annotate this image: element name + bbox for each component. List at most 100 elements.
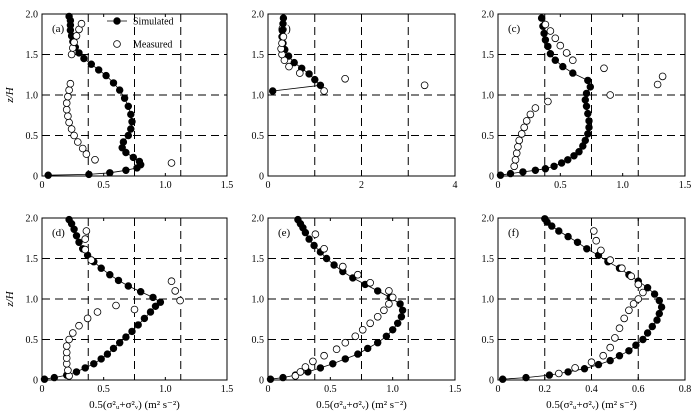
x-tick-label: 0.2 xyxy=(539,384,552,395)
measured-point xyxy=(309,357,317,366)
simulated-point xyxy=(548,222,556,230)
x-axis-label: 0.5(σ²ᵤ+σ²ᵥ) (m² s⁻²) xyxy=(316,399,407,411)
measured-point xyxy=(618,264,626,273)
simulated-point xyxy=(519,168,527,176)
y-tick-label: 1.0 xyxy=(26,91,39,102)
x-tick-label: 0 xyxy=(266,384,271,395)
simulated-point xyxy=(122,166,130,175)
measured-point xyxy=(639,288,647,297)
measured-point xyxy=(625,306,633,315)
x-tick-label: 1.5 xyxy=(221,384,234,395)
y-tick-label: 1.5 xyxy=(482,50,495,61)
simulated-point xyxy=(290,58,298,67)
simulated-point xyxy=(128,327,136,336)
measured-point xyxy=(62,105,71,114)
measured-point xyxy=(634,280,643,289)
measured-point xyxy=(65,118,73,127)
panel-d: 0 0.5 1.0 1.5 0 0.5 1.0 1.5 2.0 (d) z/H 0.5(σ²ᵤ+σ²ᵥ… xyxy=(4,214,233,412)
simulated-point xyxy=(97,264,105,272)
measured-point xyxy=(301,363,310,371)
measured-point xyxy=(571,364,579,372)
measured-point xyxy=(67,125,76,133)
simulated-point xyxy=(584,76,592,85)
simulated-point xyxy=(50,373,58,382)
y-axis-label: z/H xyxy=(4,290,16,307)
measured-point xyxy=(77,19,86,28)
y-tick-label: 1.0 xyxy=(252,295,265,306)
y-tick-label: 2.0 xyxy=(252,214,265,225)
measured-point xyxy=(167,159,176,167)
simulated-point xyxy=(269,87,277,95)
simulated-point xyxy=(389,326,397,334)
x-tick-label: 1.5 xyxy=(449,384,462,395)
simulated-point xyxy=(648,322,656,331)
x-axis-label: 0.5(σ²ᵤ+σ²ᵥ) (m² s⁻²) xyxy=(546,399,637,411)
measured-point xyxy=(62,342,71,350)
measured-point xyxy=(592,236,600,245)
x-tick-label: 1.0 xyxy=(159,384,172,395)
y-tick-label: 2.0 xyxy=(482,10,495,21)
simulated-point xyxy=(341,355,349,363)
x-tick-label: 0 xyxy=(40,180,45,191)
y-tick-label: 0.5 xyxy=(252,335,265,346)
measured-point xyxy=(554,369,563,378)
simulated-point xyxy=(329,360,337,368)
measured-point xyxy=(385,300,393,308)
measured-point xyxy=(70,131,78,140)
y-tick-label: 0 xyxy=(33,172,38,183)
measured-point xyxy=(514,143,522,151)
simulated-point xyxy=(115,86,124,94)
simulated-point xyxy=(606,356,614,365)
measured-point xyxy=(511,156,520,164)
simulated-point xyxy=(643,329,652,337)
simulated-point xyxy=(531,166,540,175)
simulated-point xyxy=(72,368,81,376)
simulated-point xyxy=(581,136,589,145)
measured-point xyxy=(72,32,81,40)
legend: Simulated Measured xyxy=(107,17,174,51)
simulated-point xyxy=(75,238,83,247)
measured-point xyxy=(311,230,320,239)
x-tick-label: 0.5 xyxy=(97,384,110,395)
simulated-point xyxy=(496,171,505,179)
measured-point xyxy=(320,87,328,95)
measured-point xyxy=(82,227,91,235)
measured-point xyxy=(420,81,429,90)
simulated-point xyxy=(122,333,130,341)
simulated-point xyxy=(266,375,275,383)
measured-point xyxy=(388,293,397,302)
simulated-point xyxy=(643,284,652,292)
y-tick-label: 1.5 xyxy=(252,254,265,265)
measured-point xyxy=(67,50,76,59)
simulated-point xyxy=(294,215,302,224)
y-tick-label: 0.5 xyxy=(26,335,39,346)
y-tick-label: 1.0 xyxy=(26,295,39,306)
legend-measured-label: Measured xyxy=(133,40,172,51)
simulated-point xyxy=(72,232,81,240)
panel-c: 0 0.5 1.0 1.5 0 0.5 1.0 1.5 2.0 (c) xyxy=(482,10,692,192)
measured-point xyxy=(291,372,300,380)
simulated-point xyxy=(124,102,133,111)
simulated-point xyxy=(114,276,123,285)
simulated-point xyxy=(394,319,402,327)
y-tick-label: 0.5 xyxy=(482,131,495,142)
measured-point xyxy=(510,162,519,171)
measured-point xyxy=(64,366,72,375)
simulated-point xyxy=(94,66,103,74)
measured-point xyxy=(531,104,540,112)
simulated-point xyxy=(506,169,515,178)
measured-point xyxy=(66,79,75,88)
simulated-point xyxy=(657,303,666,311)
measured-point xyxy=(69,329,77,337)
simulated-point xyxy=(582,89,591,98)
measured-point xyxy=(87,256,96,264)
simulated-point xyxy=(87,60,96,68)
measured-point xyxy=(366,278,375,287)
measured-point xyxy=(599,351,607,360)
panel-e: 0 0.5 1.0 1.5 0 0.5 1.0 1.5 2.0 (e) 0.5(σ²ᵤ+σ²ᵥ) (… xyxy=(252,214,462,412)
simulated-point xyxy=(584,109,592,118)
measured-point xyxy=(332,345,341,354)
measured-point xyxy=(615,324,624,333)
simulated-point xyxy=(305,235,313,243)
